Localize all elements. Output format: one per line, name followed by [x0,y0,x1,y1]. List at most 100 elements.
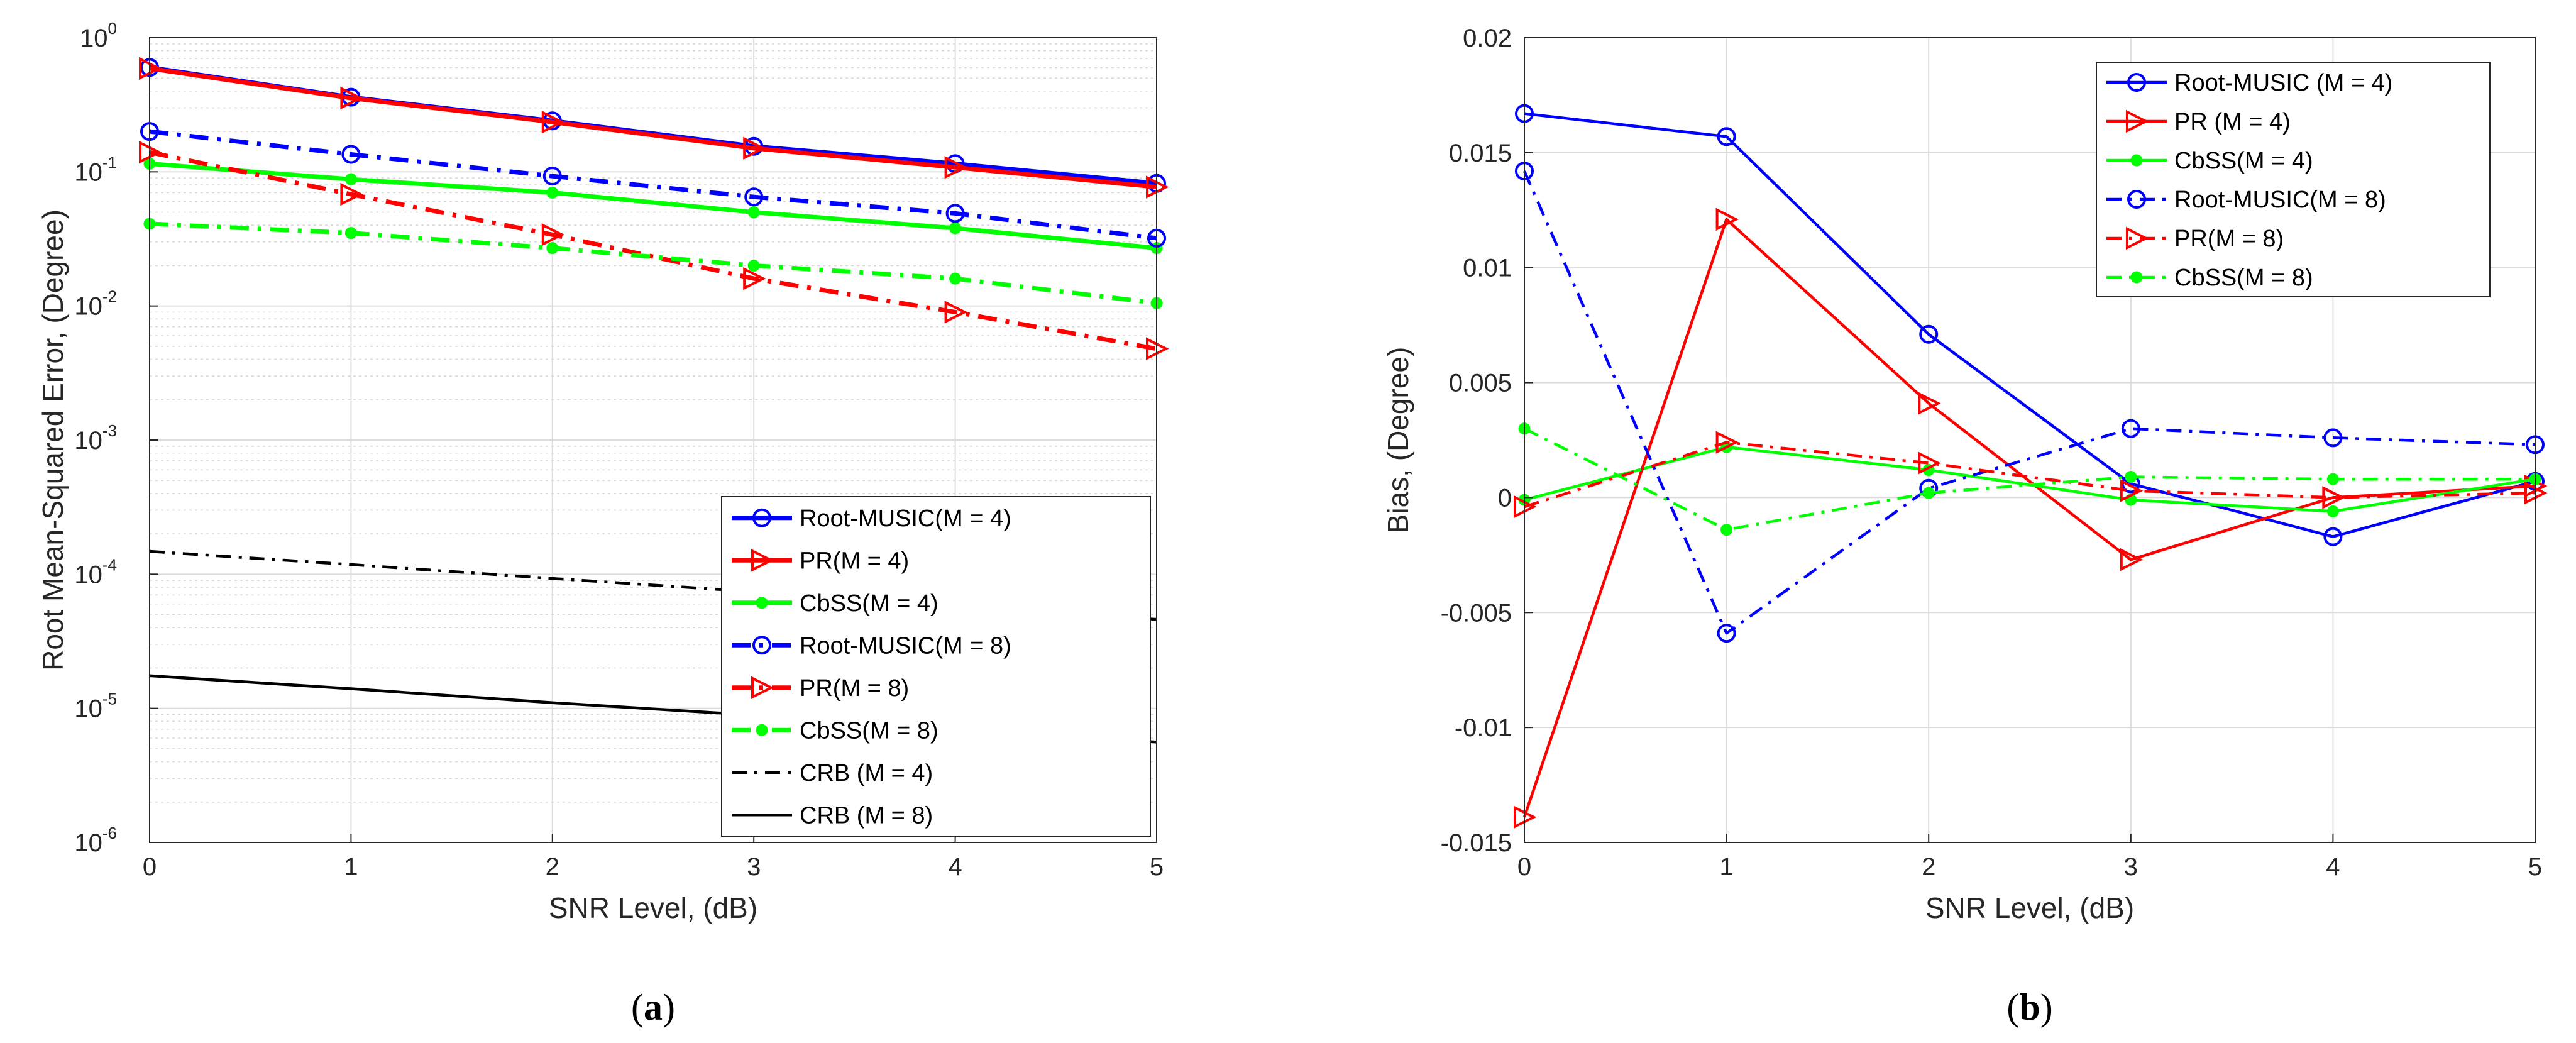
series-line-root-music-m-4 [1524,112,2536,538]
series-line-root-music-m-8 [149,129,1157,241]
legend-marker-root-music-m-4 [2127,73,2146,92]
data-point-root-music-m-8 [542,167,562,186]
x-tick-label: 3 [747,853,761,881]
data-point-root-music-m-8 [2121,419,2140,438]
legend-label: PR (M = 4) [2174,109,2291,135]
y-tick-label: 10-4 [74,555,117,588]
legend-marker-root-music-m-8 [752,636,771,655]
x-tick-label: 3 [2124,853,2138,881]
data-point-root-music-m-4 [1717,127,1736,146]
data-point-pr-m-8 [944,301,968,324]
series-line-root-music-m-8 [1522,170,2536,635]
data-point-pr-m-4 [1715,207,1739,231]
y-tick-label: -0.015 [1441,829,1512,857]
x-tick-label: 5 [2528,853,2542,881]
data-point-cbss-m-8 [2326,473,2339,485]
data-point-cbss-m-4 [344,173,357,185]
y-tick-label: 10-1 [74,153,117,186]
x-tick-label: 5 [1150,853,1164,881]
data-point-pr-m-8 [1918,451,1941,475]
y-tick-label: 100 [80,19,117,52]
data-point-pr-m-8 [1715,431,1739,454]
legend-box [2096,62,2491,297]
legend-marker-pr-m-4 [2126,109,2149,133]
data-point-pr-m-4 [541,110,565,134]
legend-label: CbSS(M = 4) [2174,148,2313,174]
y-tick-label: 0 [1498,484,1512,512]
data-point-root-music-m-4 [2323,527,2343,546]
x-tick-label: 1 [1719,853,1733,881]
x-tick-label: 4 [2326,853,2340,881]
data-point-root-music-m-8 [341,145,361,164]
x-axis-label: SNR Level, (dB) [549,891,757,924]
series-line-cbss-m-8 [149,221,1157,306]
legend-box [721,496,1151,837]
data-point-pr-m-4 [340,86,363,110]
data-point-cbss-m-8 [949,272,962,285]
legend-label: Root-MUSIC (M = 4) [2174,70,2392,96]
legend-label: Root-MUSIC(M = 8) [2174,187,2386,213]
data-point-cbss-m-8 [1922,487,1935,499]
series-line-cbss-m-4 [1524,445,2536,513]
legend-label: CRB (M = 8) [800,802,933,829]
data-point-cbss-m-8 [2125,471,2137,483]
series-line-pr-m-4 [149,66,1157,189]
y-tick-label: 10-2 [74,287,117,321]
x-tick-label: 0 [1517,853,1531,881]
data-point-pr-m-4 [944,155,968,179]
data-point-pr-m-8 [2322,486,2345,509]
data-point-cbss-m-8 [747,259,760,272]
y-tick-label: 0.005 [1449,370,1512,397]
data-point-pr-m-4 [2120,548,2144,571]
y-tick-label: 0.015 [1449,140,1512,167]
legend-label: CbSS(M = 8) [800,717,938,744]
legend-marker-pr-m-8 [2126,226,2149,250]
data-point-root-music-m-8 [945,204,965,223]
x-axis-label: SNR Level, (dB) [1925,891,2134,924]
y-tick-label: -0.005 [1441,599,1512,627]
data-point-root-music-m-8 [1717,624,1736,643]
data-point-pr-m-8 [340,182,363,206]
y-tick-label: 10-5 [74,690,117,723]
panel-caption: (b) [2006,986,2052,1028]
data-point-pr-m-8 [2120,479,2144,502]
legend-marker-pr-m-4 [751,549,774,572]
data-point-cbss-m-4 [747,206,760,219]
x-tick-label: 2 [1922,853,1935,881]
data-point-cbss-m-8 [344,227,357,240]
x-tick-label: 1 [344,853,358,881]
legend-marker-cbss-m-4 [2130,154,2143,167]
series-line-pr-m-8 [1524,441,2536,509]
data-point-root-music-m-8 [744,187,764,207]
x-tick-label: 4 [948,853,962,881]
legend-marker-root-music-m-4 [752,508,771,527]
legend-marker-pr-m-8 [751,676,774,699]
data-point-root-music-m-4 [1919,324,1939,344]
data-point-cbss-m-8 [546,242,559,255]
x-tick-label: 0 [143,853,157,881]
series-line-pr-m-8 [149,150,1157,351]
legend-label: CbSS(M = 8) [2174,265,2313,291]
legend-marker-cbss-m-4 [756,597,768,609]
legend-label: Root-MUSIC(M = 8) [800,632,1011,659]
panel-caption: (a) [631,986,675,1028]
series-line-pr-m-4 [1522,218,2536,818]
legend-marker-root-music-m-8 [2127,190,2146,209]
legend-label: CRB (M = 4) [800,760,933,786]
series-line-cbss-m-8 [1523,427,2535,531]
y-tick-label: -0.01 [1455,714,1512,742]
legend-label: CbSS(M = 4) [800,590,938,617]
y-tick-label: 10-6 [74,824,117,857]
y-axis-label: Root Mean-Squared Error, (Degree) [36,209,69,671]
data-point-pr-m-4 [1918,392,1941,415]
data-point-pr-m-8 [541,223,565,246]
legend-marker-cbss-m-8 [756,724,768,736]
data-point-root-music-m-8 [2323,428,2343,448]
legend-label: Root-MUSIC(M = 4) [800,505,1011,532]
y-tick-label: 10-3 [74,421,117,455]
data-point-pr-m-8 [743,267,766,290]
x-tick-label: 2 [546,853,559,881]
data-point-cbss-m-4 [546,186,559,199]
chart-panel-a: 0 1 2 3 4 5 10-6 10-5 10-4 10-3 10-2 10-1 100 Root-M… [36,19,1169,1028]
